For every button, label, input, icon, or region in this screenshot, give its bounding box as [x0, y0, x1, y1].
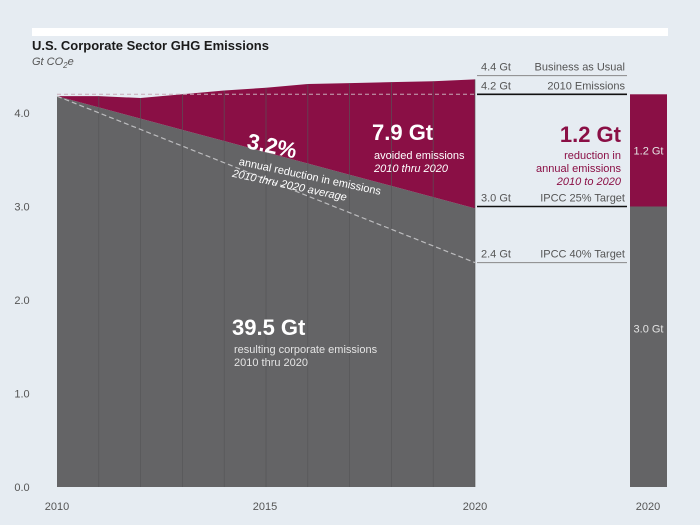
reference-name-label: Business as Usual	[535, 62, 626, 74]
reference-name-label: IPCC 40% Target	[540, 249, 625, 261]
bar-2020-resulting-label: 3.0 Gt	[634, 324, 664, 336]
y-axis: 0.0 1.0 2.0 3.0 4.0	[14, 108, 29, 494]
chart-subtitle: Gt CO2e	[32, 56, 74, 70]
subtitle-tail: e	[68, 56, 74, 68]
resulting-line-2: 2010 thru 2020	[234, 357, 308, 369]
resulting-line-1: resulting corporate emissions	[234, 344, 378, 356]
subtitle-base: Gt CO	[32, 56, 64, 68]
reference-value-label: 4.2 Gt	[481, 80, 511, 92]
avoided-big-label: 7.9 Gt	[372, 120, 434, 145]
top-strip	[32, 28, 668, 36]
y-tick-label: 2.0	[14, 295, 29, 307]
subtitle-sub: 2	[62, 61, 68, 70]
avoided-line-2: 2010 thru 2020	[373, 163, 449, 175]
reference-value-label: 2.4 Gt	[481, 249, 511, 261]
y-tick-label: 4.0	[14, 108, 29, 120]
reference-lines: 4.4 Gt Business as Usual 4.2 Gt 2010 Emissi…	[477, 62, 627, 264]
reduction-line-3: 2010 to 2020	[556, 176, 622, 188]
reference-value-label: 4.4 Gt	[481, 62, 511, 74]
reduction-line-1: reduction in	[564, 150, 621, 162]
reference-name-label: IPCC 25% Target	[540, 193, 625, 205]
reduction-line-2: annual emissions	[536, 163, 621, 175]
x-tick-label: 2020	[463, 501, 487, 513]
bar-2020-reduction-label: 1.2 Gt	[634, 145, 664, 157]
resulting-big-label: 39.5 Gt	[232, 315, 306, 340]
bar-2020-reduction-segment	[630, 94, 667, 207]
x-tick-label: 2010	[45, 501, 69, 513]
average-reduction-dashed-line	[56, 95, 476, 264]
y-tick-label: 0.0	[14, 482, 29, 494]
chart-title: U.S. Corporate Sector GHG Emissions	[32, 38, 269, 53]
reference-name-label: 2010 Emissions	[547, 80, 625, 92]
y-tick-label: 1.0	[14, 389, 29, 401]
vertical-grid-lines	[98, 79, 476, 487]
bar-2020-resulting-segment	[630, 206, 667, 487]
reference-value-label: 3.0 Gt	[481, 193, 511, 205]
avoided-line-1: avoided emissions	[374, 150, 465, 162]
y-tick-label: 3.0	[14, 202, 29, 214]
reduction-big-label: 1.2 Gt	[560, 122, 622, 147]
x-tick-label: 2015	[253, 501, 277, 513]
x-axis: 2010 2015 2020 2020	[45, 501, 660, 513]
bar-x-label: 2020	[636, 501, 660, 513]
